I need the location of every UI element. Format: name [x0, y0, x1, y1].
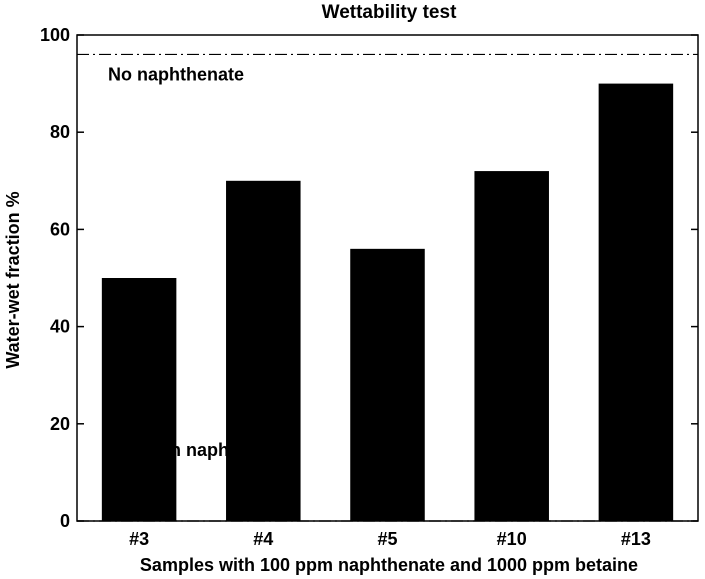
- x-tick-label-5: #5: [377, 529, 397, 549]
- x-axis-label: Samples with 100 ppm naphthenate and 100…: [140, 555, 638, 575]
- chart-title: Wettability test: [322, 2, 457, 23]
- x-tick-label-10: #10: [497, 529, 527, 549]
- x-tick-label-3: #3: [129, 529, 149, 549]
- bar-4: [226, 180, 301, 522]
- bar-13: [598, 83, 674, 521]
- y-tick-label-100: 100: [40, 25, 70, 45]
- y-tick-label-0: 0: [60, 511, 70, 531]
- x-tick-label-4: #4: [253, 529, 273, 549]
- y-tick-label-60: 60: [50, 219, 70, 239]
- y-tick-label-20: 20: [50, 414, 70, 434]
- x-tick-label-13: #13: [621, 529, 651, 549]
- y-tick-label-80: 80: [50, 122, 70, 142]
- bar-5: [350, 248, 425, 521]
- bar-10: [474, 171, 549, 521]
- bar-3: [101, 278, 177, 521]
- y-axis-label: Water-wet fraction %: [3, 191, 23, 368]
- reference-line-label-1: No naphthenate: [108, 64, 244, 84]
- y-tick-label-40: 40: [50, 317, 70, 337]
